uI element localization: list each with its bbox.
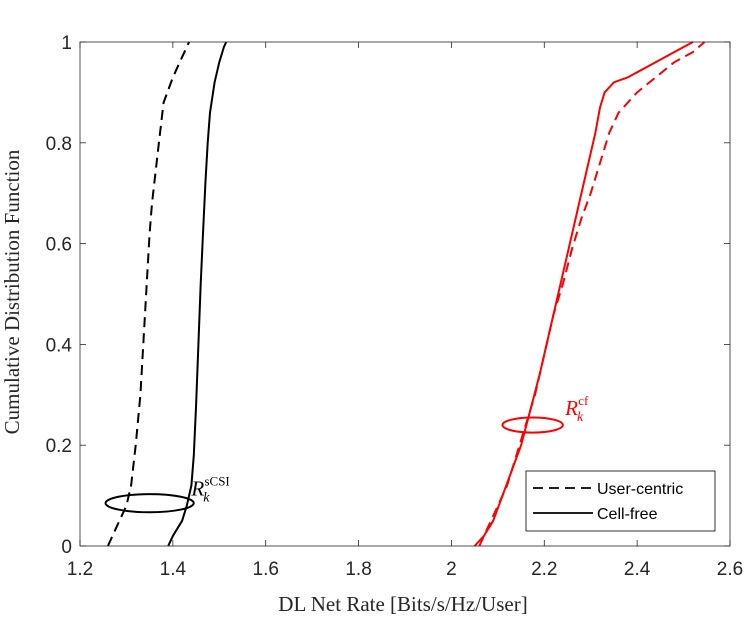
y-tick-label: 1 [61,33,72,54]
y-axis-title: Cumulative Distribution Function [0,149,24,434]
legend-box [525,470,716,532]
series-line-black-cell-free [167,41,228,547]
y-tick-label: 0 [61,537,72,558]
x-tick-label: 1.4 [160,559,187,580]
annotation-ellipse [501,416,564,434]
x-tick-labels: 1.2 1.4 1.6 1.8 2 2.2 2.4 2.6 [67,42,743,580]
annotation-label: RksCSI [190,474,229,506]
series-line-red-cell-free [473,41,694,547]
chart-marks [106,41,706,547]
y-tick-labels: 0 0.2 0.4 0.6 0.8 1 [46,33,730,558]
y-tick-label: 0.4 [46,335,73,356]
x-tick-label: 2.2 [531,559,557,580]
legend: User-centric Cell-free [525,470,716,532]
x-tick-label: 1.8 [345,559,371,580]
y-tick-label: 0.6 [46,235,72,256]
x-tick-label: 2.6 [717,559,743,580]
y-tick-label: 0.8 [46,134,72,155]
annotations: RksCSI Rkcf [104,393,589,514]
x-tick-label: 1.2 [67,559,93,580]
x-axis-title: DL Net Rate [Bits/s/Hz/User] [278,592,527,616]
series-line-black-user-centric [106,41,191,547]
annotation-ellipse [104,493,195,514]
series-line-red-user-centric [478,41,706,547]
annotation-label: Rkcf [564,393,589,425]
x-tick-label: 2.4 [624,559,651,580]
y-tick-label: 0.2 [46,436,72,457]
x-tick-label: 1.6 [253,559,279,580]
legend-label-user-centric: User-centric [597,481,683,498]
legend-label-cell-free: Cell-free [597,506,658,523]
x-tick-label: 2 [446,559,457,580]
plot-area-frame [79,41,731,547]
